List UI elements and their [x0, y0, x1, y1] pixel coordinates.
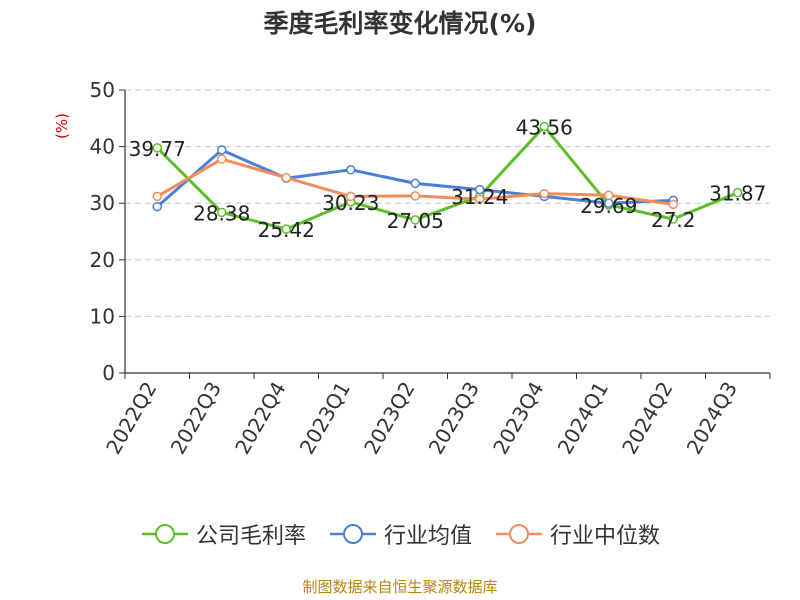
- data-point: [346, 191, 356, 202]
- data-point: [410, 215, 420, 225]
- y-axis-label: (%): [53, 113, 71, 139]
- x-tick-label: 2022Q3: [166, 378, 226, 459]
- data-point: [217, 145, 227, 155]
- x-tick-label: 2023Q1: [295, 378, 355, 459]
- data-point: [281, 172, 291, 183]
- legend-marker-icon: [141, 524, 188, 544]
- source-note: 制图数据来自恒生聚源数据库: [302, 578, 498, 596]
- data-label: 31.24: [451, 185, 508, 209]
- data-label: 29.69: [580, 194, 637, 218]
- legend-item[interactable]: 行业均值: [328, 518, 472, 550]
- legend-label: 行业均值: [383, 524, 472, 549]
- x-tick-label: 2023Q2: [359, 378, 419, 459]
- legend-label: 公司毛利率: [195, 524, 306, 549]
- x-tick-label: 2023Q3: [424, 378, 484, 459]
- y-tick-label: 0: [102, 361, 115, 385]
- data-point: [668, 214, 678, 224]
- data-point: [152, 143, 162, 153]
- series-line: [156, 124, 739, 231]
- x-tick-label: 2022Q4: [230, 378, 290, 459]
- chart-title: 季度毛利率变化情况(%): [263, 9, 537, 38]
- x-tick-label: 2024Q3: [682, 378, 742, 459]
- data-label: 31.87: [709, 182, 766, 206]
- legend-label: 行业中位数: [550, 524, 661, 549]
- series-lines: [152, 121, 743, 234]
- y-tick-label: 20: [90, 248, 115, 272]
- data-label: 27.05: [387, 209, 444, 233]
- legend: 公司毛利率 行业均值 行业中位数: [0, 518, 800, 550]
- y-tick-label: 10: [90, 304, 115, 328]
- data-point: [475, 194, 485, 204]
- legend-item[interactable]: 公司毛利率: [140, 518, 306, 550]
- x-tick-label: 2023Q4: [488, 378, 548, 459]
- y-tick-label: 50: [90, 78, 115, 102]
- grid-lines: [125, 89, 770, 317]
- data-point: [410, 191, 420, 201]
- data-point: [152, 201, 162, 212]
- legend-marker-icon: [329, 524, 376, 544]
- data-label: 28.38: [193, 201, 250, 225]
- data-point: [152, 191, 162, 202]
- x-tick-label: 2022Q2: [101, 378, 161, 459]
- legend-item[interactable]: 行业中位数: [494, 518, 660, 550]
- data-point: [539, 188, 549, 199]
- y-tick-label: 30: [90, 191, 115, 215]
- x-tick-label: 2024Q2: [617, 378, 677, 459]
- data-point: [604, 190, 614, 201]
- data-point: [281, 224, 291, 234]
- x-tick-label: 2024Q1: [553, 378, 613, 459]
- data-point: [539, 121, 549, 132]
- legend-marker-icon: [496, 524, 542, 544]
- data-labels: 39.77 28.38 25.42 30.23 27.05 31.24 43.56 29.69…: [129, 115, 767, 242]
- data-point: [475, 184, 485, 195]
- data-label: 39.77: [129, 137, 186, 161]
- data-point: [346, 165, 356, 175]
- data-label: 30.23: [322, 191, 379, 215]
- y-tick-label: 40: [90, 135, 115, 159]
- data-label: 25.42: [258, 218, 315, 242]
- data-point: [668, 199, 678, 210]
- data-point: [733, 187, 743, 198]
- data-point: [217, 207, 227, 218]
- data-label: 43.56: [516, 115, 573, 139]
- data-point: [410, 178, 420, 189]
- data-point: [217, 154, 227, 164]
- data-label: 27.2: [651, 208, 696, 232]
